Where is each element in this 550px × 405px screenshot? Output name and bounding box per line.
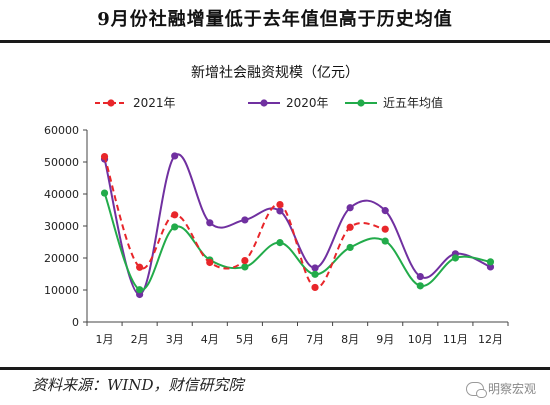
data-point: [241, 256, 249, 265]
bottom-divider: [0, 367, 550, 370]
watermark: 明察宏观: [465, 380, 536, 398]
page-title: 9月份社融增量低于去年值但高于历史均值: [97, 9, 453, 30]
x-tick-label: 1月: [96, 333, 114, 346]
legend-label: 近五年均值: [383, 95, 443, 110]
legend-item: 2020年: [248, 96, 329, 110]
x-tick-label: 6月: [271, 333, 289, 346]
y-tick-label: 10000: [44, 284, 79, 297]
x-tick-label: 10月: [408, 333, 433, 346]
data-point: [276, 239, 284, 247]
y-tick-label: 50000: [44, 156, 79, 169]
x-tick-label: 11月: [443, 333, 468, 346]
data-point: [346, 204, 354, 212]
data-point: [381, 207, 389, 215]
legend: 2021年 2020年 近五年均值: [95, 95, 443, 110]
watermark-label: 明察宏观: [487, 382, 536, 396]
data-point: [381, 225, 389, 233]
data-point: [416, 282, 424, 290]
data-point: [241, 216, 249, 224]
data-point: [276, 207, 284, 215]
legend-marker: [107, 99, 115, 107]
x-tick-label: 3月: [166, 333, 184, 346]
x-tick-label: 12月: [478, 333, 503, 346]
legend-marker: [260, 99, 268, 107]
series-1: [100, 152, 495, 299]
data-point: [206, 258, 214, 267]
legend-marker: [357, 99, 365, 107]
data-point: [100, 189, 109, 197]
data-point: [136, 263, 144, 271]
data-point: [381, 237, 389, 245]
data-point: [311, 270, 319, 278]
data-point: [241, 263, 249, 271]
data-point: [276, 200, 284, 209]
legend-label: 2021年: [133, 96, 176, 110]
data-point: [100, 152, 109, 161]
data-point: [346, 243, 354, 252]
data-point: [346, 223, 354, 231]
y-tick-label: 40000: [44, 188, 79, 201]
data-point: [416, 272, 424, 281]
data-point: [171, 152, 179, 160]
x-tick-label: 5月: [236, 333, 254, 346]
x-tick-label: 9月: [376, 333, 394, 346]
y-tick-label: 60000: [44, 124, 79, 137]
data-point: [311, 264, 319, 272]
data-point: [486, 258, 495, 266]
data-point: [451, 254, 459, 262]
series-line: [103, 153, 491, 296]
y-tick-label: 20000: [44, 252, 79, 265]
legend-item: 2021年: [95, 96, 176, 110]
x-tick-label: 8月: [341, 333, 359, 346]
source-note: 资料来源：WIND，财信研究院: [32, 376, 244, 394]
series-0: [100, 152, 389, 292]
series-layer: [100, 152, 495, 299]
top-divider: [0, 40, 550, 43]
y-tick-label: 0: [72, 316, 79, 329]
y-tick-label: 30000: [44, 220, 79, 233]
chart-title: 新增社会融资规模（亿元）: [191, 65, 359, 81]
axes: 0 10000 20000 30000 40000 50000 60000 1月 2月 3月 4月 5…: [44, 124, 509, 346]
data-point: [171, 223, 179, 231]
x-tick-label: 2月: [131, 333, 149, 346]
data-point: [171, 211, 179, 219]
x-tick-label: 4月: [201, 333, 219, 346]
data-point: [206, 219, 214, 227]
data-point: [486, 263, 495, 271]
header: 9月份社融增量低于去年值但高于历史均值: [0, 0, 550, 36]
legend-item: 近五年均值: [345, 95, 443, 110]
data-point: [311, 283, 319, 292]
wechat-icon: [465, 381, 487, 398]
legend-label: 2020年: [286, 96, 329, 110]
x-tick-label: 7月: [306, 333, 324, 346]
data-point: [136, 286, 144, 294]
